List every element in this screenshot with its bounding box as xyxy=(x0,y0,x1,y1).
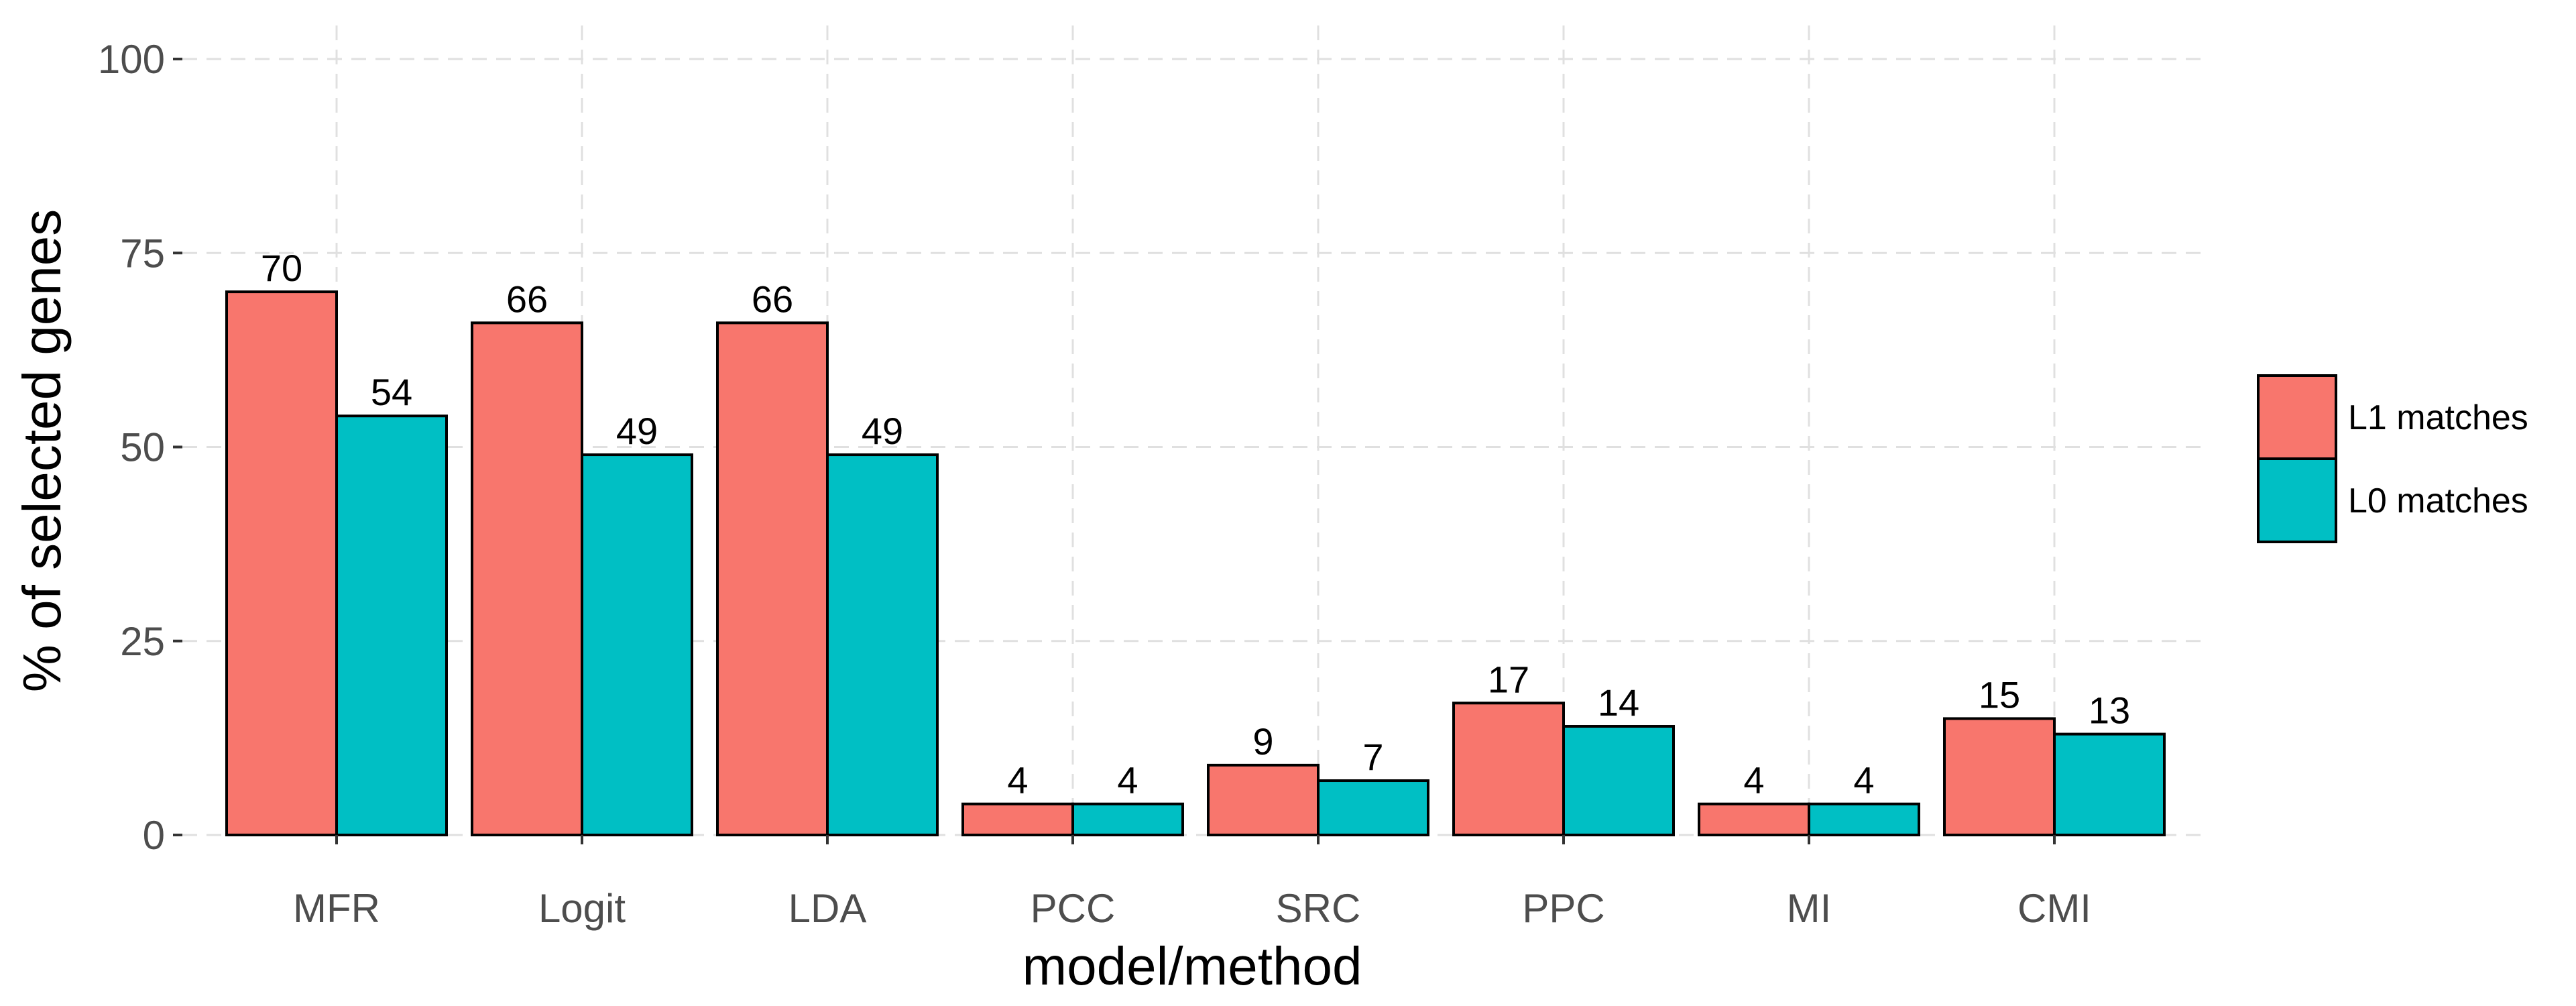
y-tick-label: 0 xyxy=(143,813,165,858)
data-label: 7 xyxy=(1362,736,1383,778)
bar xyxy=(826,453,939,836)
y-axis-title: % of selected genes xyxy=(12,209,72,692)
x-tick-label: MI xyxy=(1787,886,1832,931)
data-label: 49 xyxy=(616,410,658,452)
x-tick-label: PPC xyxy=(1522,886,1604,931)
bar xyxy=(225,290,338,837)
y-tick-label: 50 xyxy=(120,425,165,470)
bars xyxy=(225,290,2166,837)
y-tick-label: 75 xyxy=(120,231,165,276)
y-tick-label: 25 xyxy=(120,619,165,664)
data-label: 15 xyxy=(1979,673,2020,716)
bar xyxy=(1698,802,1810,836)
bar xyxy=(1071,802,1184,836)
bar xyxy=(961,802,1074,836)
x-axis-title: model/method xyxy=(1022,936,1362,996)
legend-key xyxy=(2257,374,2337,460)
x-tick-label: MFR xyxy=(293,886,380,931)
x-tick-label: LDA xyxy=(788,886,867,931)
data-label: 4 xyxy=(1117,759,1138,801)
bar xyxy=(335,414,448,836)
data-label: 13 xyxy=(2089,689,2130,732)
data-label: 54 xyxy=(371,371,412,413)
legend: L1 matches L0 matches xyxy=(2257,374,2528,543)
bar xyxy=(1452,702,1565,837)
x-tick-label: CMI xyxy=(2017,886,2091,931)
legend-label: L1 matches xyxy=(2348,398,2528,437)
data-label: 9 xyxy=(1252,720,1273,763)
data-label: 4 xyxy=(1743,759,1764,801)
x-tick-label: Logit xyxy=(538,886,626,931)
axes: 0 25 50 75 100 MFR Logit LDA PCC SRC PPC MI CMI xyxy=(98,37,2091,931)
data-label: 66 xyxy=(506,278,548,320)
bar xyxy=(1562,725,1675,837)
bar xyxy=(1207,763,1320,836)
x-tick-label: SRC xyxy=(1276,886,1361,931)
bar xyxy=(1808,802,1920,836)
bar xyxy=(471,321,583,836)
data-label: 70 xyxy=(261,247,302,289)
bar xyxy=(581,453,693,836)
bar xyxy=(716,321,829,836)
data-label: 4 xyxy=(1007,759,1028,801)
data-label: 66 xyxy=(752,278,793,320)
bar xyxy=(2053,732,2166,836)
data-label: 49 xyxy=(862,410,903,452)
grid-lines xyxy=(182,25,2201,836)
data-label: 4 xyxy=(1853,759,1874,801)
data-label: 17 xyxy=(1488,658,1529,700)
bar xyxy=(1943,717,2056,836)
legend-key xyxy=(2257,457,2337,543)
legend-label: L0 matches xyxy=(2348,482,2528,520)
data-label: 14 xyxy=(1598,681,1639,724)
bar xyxy=(1317,779,1429,837)
x-tick-label: PCC xyxy=(1031,886,1116,931)
y-tick-label: 100 xyxy=(98,37,165,82)
